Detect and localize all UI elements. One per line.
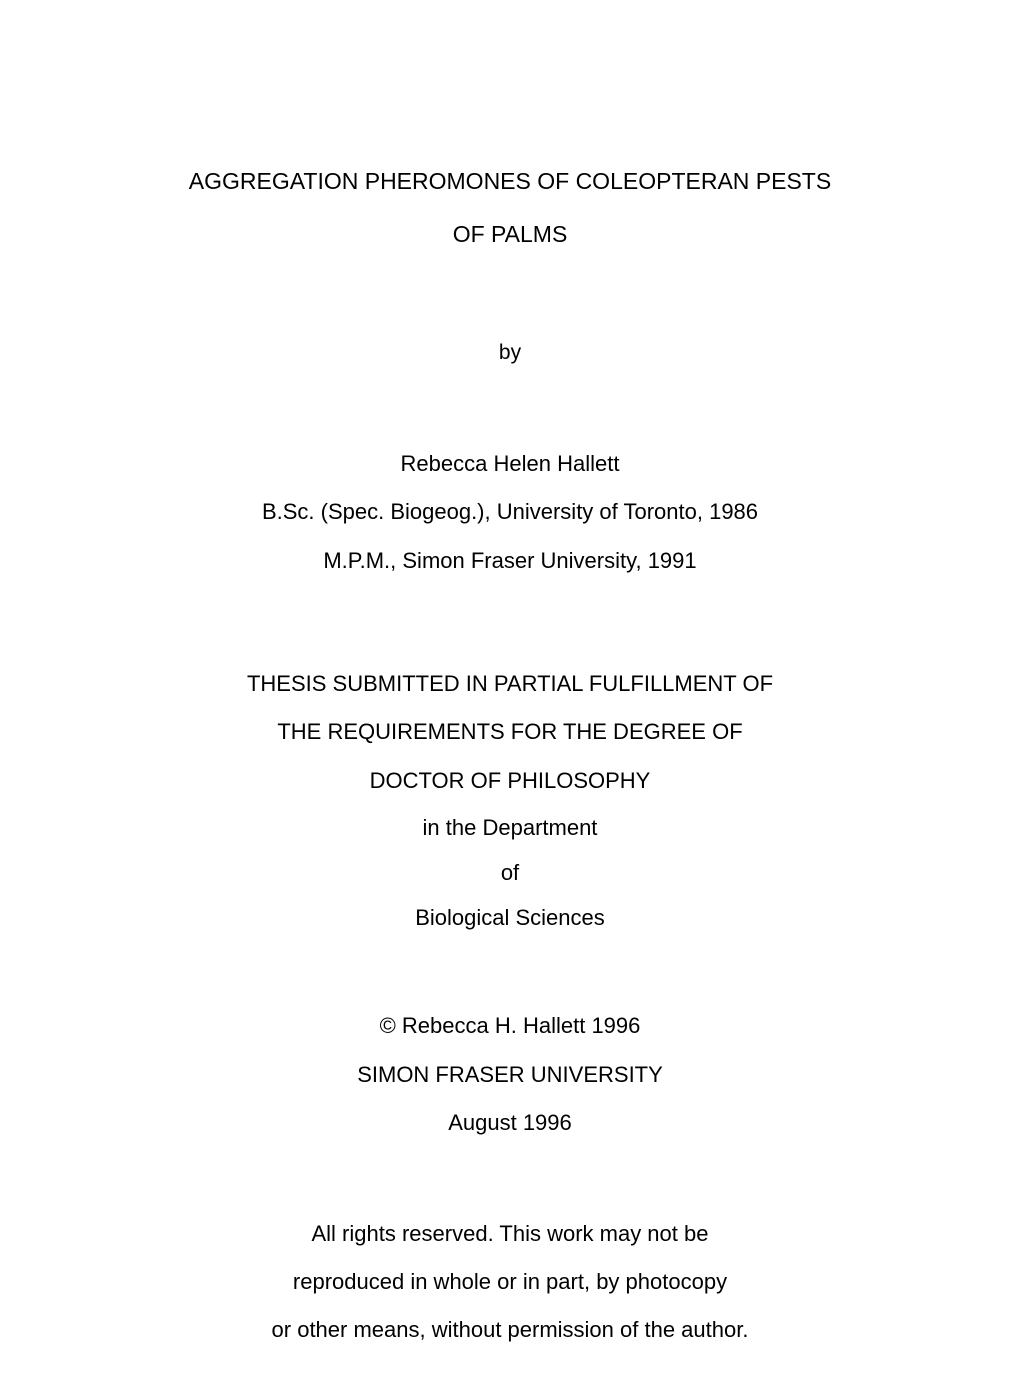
thesis-title-page: AGGREGATION PHEROMONES OF COLEOPTERAN PE… [0,0,1020,1391]
rights-block: All rights reserved. This work may not b… [272,1210,749,1355]
rights-line-2: reproduced in whole or in part, by photo… [272,1258,749,1306]
title-block: AGGREGATION PHEROMONES OF COLEOPTERAN PE… [189,155,831,261]
title-line-2: OF PALMS [189,208,831,261]
copyright-line-3: August 1996 [357,1099,663,1147]
author-credential-2: M.P.M., Simon Fraser University, 1991 [262,537,758,585]
author-name: Rebecca Helen Hallett [262,440,758,488]
byline-block: by [499,341,521,365]
submission-line-6: Biological Sciences [247,895,773,940]
submission-line-3: DOCTOR OF PHILOSOPHY [247,757,773,805]
author-credential-1: B.Sc. (Spec. Biogeog.), University of To… [262,488,758,536]
rights-line-1: All rights reserved. This work may not b… [272,1210,749,1258]
submission-block: THESIS SUBMITTED IN PARTIAL FULFILLMENT … [247,660,773,940]
rights-line-3: or other means, without permission of th… [272,1306,749,1354]
copyright-line-2: SIMON FRASER UNIVERSITY [357,1051,663,1099]
submission-line-4: in the Department [247,805,773,850]
title-line-1: AGGREGATION PHEROMONES OF COLEOPTERAN PE… [189,155,831,208]
copyright-line-1: © Rebecca H. Hallett 1996 [357,1002,663,1050]
author-block: Rebecca Helen Hallett B.Sc. (Spec. Bioge… [262,440,758,585]
submission-line-2: THE REQUIREMENTS FOR THE DEGREE OF [247,708,773,756]
copyright-block: © Rebecca H. Hallett 1996 SIMON FRASER U… [357,1002,663,1147]
submission-line-1: THESIS SUBMITTED IN PARTIAL FULFILLMENT … [247,660,773,708]
submission-line-5: of [247,850,773,895]
byline-text: by [499,341,521,365]
